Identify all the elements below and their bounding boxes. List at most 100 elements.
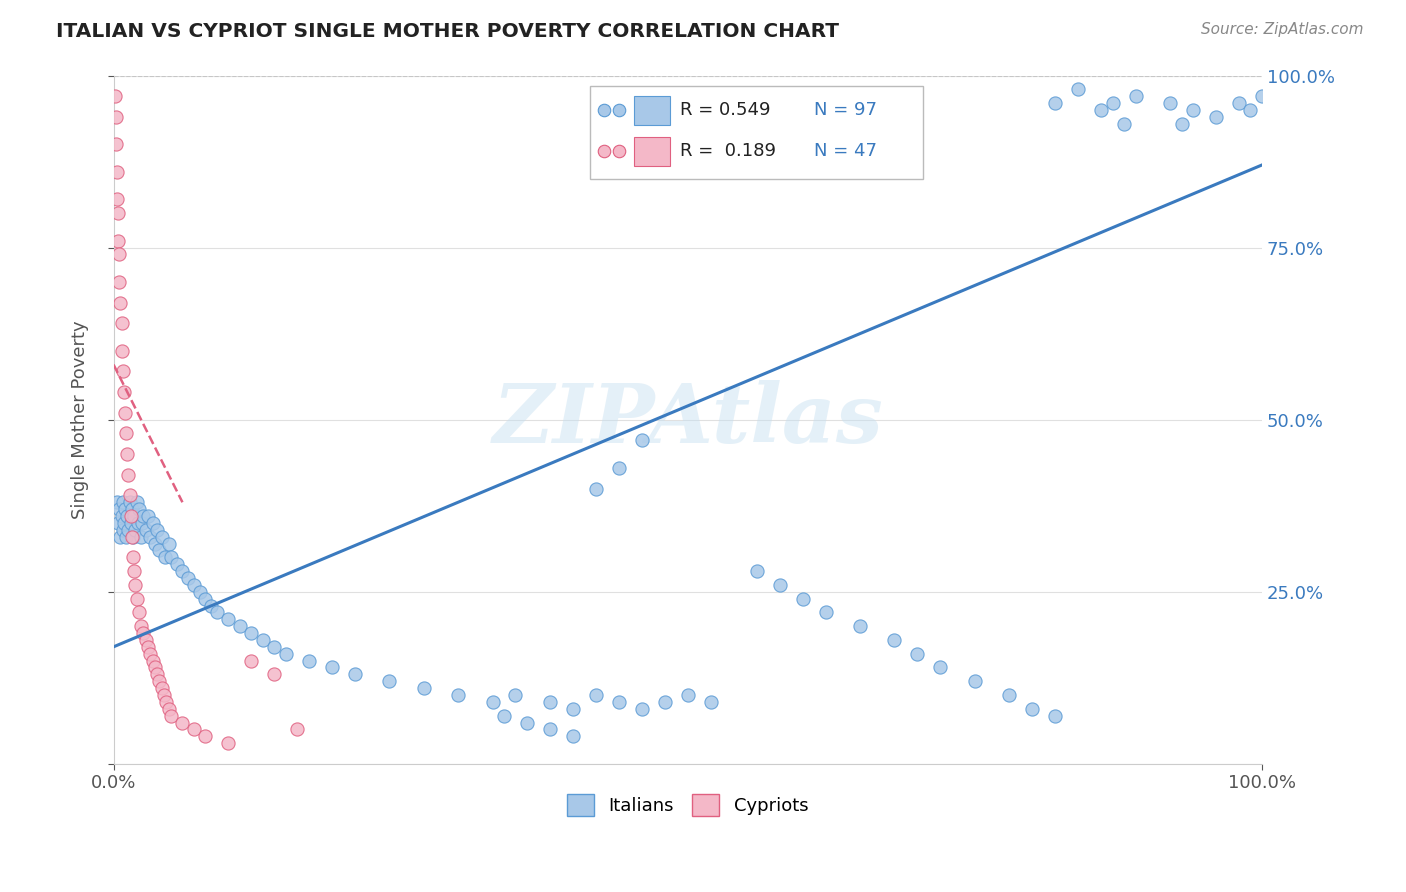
Point [128, 502, 150, 516]
Point [240, 654, 263, 668]
Point [105, 165, 128, 179]
Point [1112, 117, 1135, 131]
Point [110, 295, 132, 310]
Point [343, 667, 366, 681]
Point [217, 736, 239, 750]
Point [112, 385, 135, 400]
Point [929, 660, 952, 674]
Y-axis label: Single Mother Poverty: Single Mother Poverty [72, 320, 89, 519]
Point [125, 495, 148, 509]
Point [115, 530, 138, 544]
Point [166, 558, 188, 572]
Point [1043, 708, 1066, 723]
Point [263, 667, 285, 681]
FancyBboxPatch shape [591, 86, 924, 178]
Point [107, 234, 129, 248]
Point [122, 550, 145, 565]
Point [110, 316, 132, 330]
Bar [634, 96, 671, 125]
Text: Source: ZipAtlas.com: Source: ZipAtlas.com [1201, 22, 1364, 37]
Point [630, 702, 652, 716]
Point [630, 434, 652, 448]
Point [561, 702, 583, 716]
Point [150, 681, 173, 695]
Point [447, 688, 470, 702]
Legend: Italians, Cypriots: Italians, Cypriots [560, 787, 815, 823]
Point [122, 564, 145, 578]
Point [1205, 110, 1227, 124]
Point [155, 550, 177, 565]
Point [183, 578, 205, 592]
Point [143, 660, 166, 674]
Point [538, 723, 561, 737]
Point [157, 536, 180, 550]
Point [157, 702, 180, 716]
Point [1182, 103, 1205, 117]
Point [110, 343, 132, 358]
Point [963, 674, 986, 689]
Point [129, 530, 152, 544]
Point [124, 523, 146, 537]
Point [146, 523, 169, 537]
Point [172, 715, 194, 730]
Point [112, 516, 135, 530]
Point [217, 612, 239, 626]
Point [132, 509, 155, 524]
Point [252, 632, 274, 647]
Point [654, 695, 676, 709]
Point [122, 509, 145, 524]
Point [699, 695, 721, 709]
Point [114, 502, 136, 516]
Point [108, 502, 131, 516]
Point [107, 206, 129, 220]
Point [104, 89, 127, 103]
Point [105, 495, 128, 509]
Point [111, 364, 134, 378]
Point [111, 495, 134, 509]
Point [108, 247, 131, 261]
Point [135, 632, 157, 647]
Point [172, 564, 194, 578]
Point [1170, 117, 1192, 131]
Point [117, 447, 139, 461]
Point [105, 193, 128, 207]
Point [117, 509, 139, 524]
Point [183, 723, 205, 737]
Point [155, 695, 177, 709]
Point [118, 488, 141, 502]
Point [177, 571, 200, 585]
Text: R = 0.549: R = 0.549 [679, 101, 770, 119]
Point [1239, 103, 1261, 117]
Point [274, 647, 297, 661]
Point [160, 550, 183, 565]
Point [1101, 96, 1123, 111]
Point [120, 516, 142, 530]
Point [114, 406, 136, 420]
Point [263, 640, 285, 654]
Text: ITALIAN VS CYPRIOT SINGLE MOTHER POVERTY CORRELATION CHART: ITALIAN VS CYPRIOT SINGLE MOTHER POVERTY… [56, 22, 839, 41]
Point [194, 729, 217, 743]
Point [117, 523, 139, 537]
Point [378, 674, 401, 689]
Point [146, 667, 169, 681]
Point [120, 509, 142, 524]
Point [814, 606, 837, 620]
Point [136, 509, 159, 524]
Bar [634, 137, 671, 167]
Point [745, 564, 768, 578]
Point [321, 660, 343, 674]
Point [111, 523, 134, 537]
Point [188, 584, 211, 599]
Point [1227, 96, 1250, 111]
Point [1021, 702, 1043, 716]
Point [143, 536, 166, 550]
Point [148, 543, 170, 558]
Point [142, 654, 165, 668]
Point [104, 110, 127, 124]
Point [1067, 82, 1090, 96]
Point [1125, 89, 1147, 103]
Point [585, 482, 607, 496]
Point [121, 530, 143, 544]
Point [905, 647, 928, 661]
Point [676, 688, 699, 702]
